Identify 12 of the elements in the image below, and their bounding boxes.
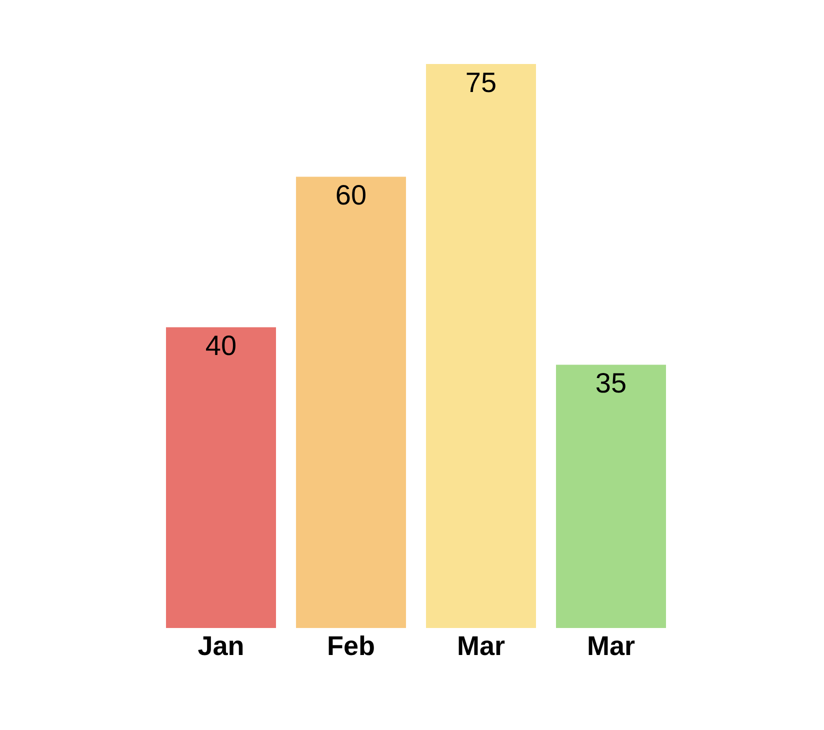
x-tick-label: Jan: [198, 631, 244, 662]
data-label: 75: [465, 66, 497, 98]
bar: [166, 327, 276, 628]
bar: [296, 176, 406, 628]
data-label: 40: [205, 330, 237, 362]
data-label: 35: [595, 368, 627, 399]
x-tick-label: Feb: [326, 631, 376, 662]
bar: [556, 364, 666, 628]
bar: [426, 64, 536, 628]
x-tick-label: Mar: [456, 631, 506, 662]
x-tick-label: Mar: [586, 631, 636, 662]
data-label: 60: [335, 180, 367, 211]
